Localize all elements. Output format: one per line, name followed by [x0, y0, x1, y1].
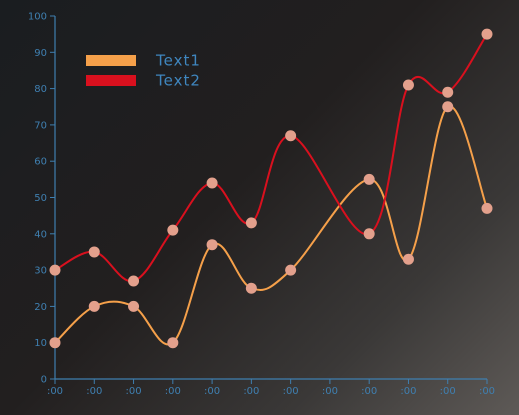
data-point-series-1[interactable]	[403, 254, 414, 265]
y-tick-label: 40	[34, 229, 47, 240]
x-tick-label: :00	[400, 386, 416, 397]
x-tick-label: :00	[322, 386, 338, 397]
y-tick-label: 20	[34, 302, 47, 313]
data-point-series-2[interactable]	[89, 246, 100, 257]
x-tick-label: :00	[165, 386, 181, 397]
data-point-series-2[interactable]	[285, 130, 296, 141]
data-point-series-2[interactable]	[167, 225, 178, 236]
x-tick-label: :00	[283, 386, 299, 397]
data-point-series-1[interactable]	[482, 203, 493, 214]
data-point-series-1[interactable]	[89, 301, 100, 312]
data-point-series-1[interactable]	[207, 239, 218, 250]
data-point-series-2[interactable]	[246, 217, 257, 228]
data-point-series-1[interactable]	[364, 174, 375, 185]
x-tick-label: :00	[204, 386, 220, 397]
data-point-series-1[interactable]	[128, 301, 139, 312]
legend: Text1 Text2	[86, 52, 201, 90]
y-tick-label: 60	[34, 157, 47, 168]
data-point-series-2[interactable]	[128, 275, 139, 286]
series-line-1	[55, 106, 487, 344]
data-point-series-1[interactable]	[167, 337, 178, 348]
x-tick-label: :00	[125, 386, 141, 397]
legend-label-1: Text1	[155, 52, 201, 70]
data-point-series-1[interactable]	[285, 265, 296, 276]
legend-swatch-1	[86, 55, 136, 66]
y-tick-label: 10	[34, 338, 47, 349]
data-point-series-1[interactable]	[50, 337, 61, 348]
series-line-2	[55, 34, 487, 281]
x-tick-label: :00	[361, 386, 377, 397]
data-point-series-2[interactable]	[207, 177, 218, 188]
data-point-series-1[interactable]	[442, 101, 453, 112]
x-tick-label: :00	[440, 386, 456, 397]
y-tick-label: 70	[34, 120, 47, 131]
y-tick-label: 80	[34, 84, 47, 95]
y-tick-label: 30	[34, 266, 47, 277]
x-tick-label: :00	[86, 386, 102, 397]
legend-swatch-2	[86, 75, 136, 86]
x-tick-label: :00	[479, 386, 495, 397]
data-point-series-2[interactable]	[482, 29, 493, 40]
data-point-series-2[interactable]	[364, 228, 375, 239]
x-tick-label: :00	[47, 386, 63, 397]
y-tick-label: 100	[28, 12, 47, 23]
y-tick-label: 50	[34, 193, 47, 204]
x-tick-label: :00	[243, 386, 259, 397]
data-point-series-2[interactable]	[442, 87, 453, 98]
y-tick-label: 90	[34, 48, 47, 59]
x-axis: :00 :00 :00 :00 :00 :00 :00 :00 :00 :00 :00 :00	[47, 379, 495, 397]
y-axis: 0 10 20 30 40 50 60 70 80 90 100	[28, 12, 55, 386]
y-tick-label: 0	[41, 375, 47, 386]
data-point-series-1[interactable]	[246, 283, 257, 294]
data-point-series-2[interactable]	[50, 265, 61, 276]
data-point-series-2[interactable]	[403, 79, 414, 90]
legend-label-2: Text2	[155, 72, 201, 90]
